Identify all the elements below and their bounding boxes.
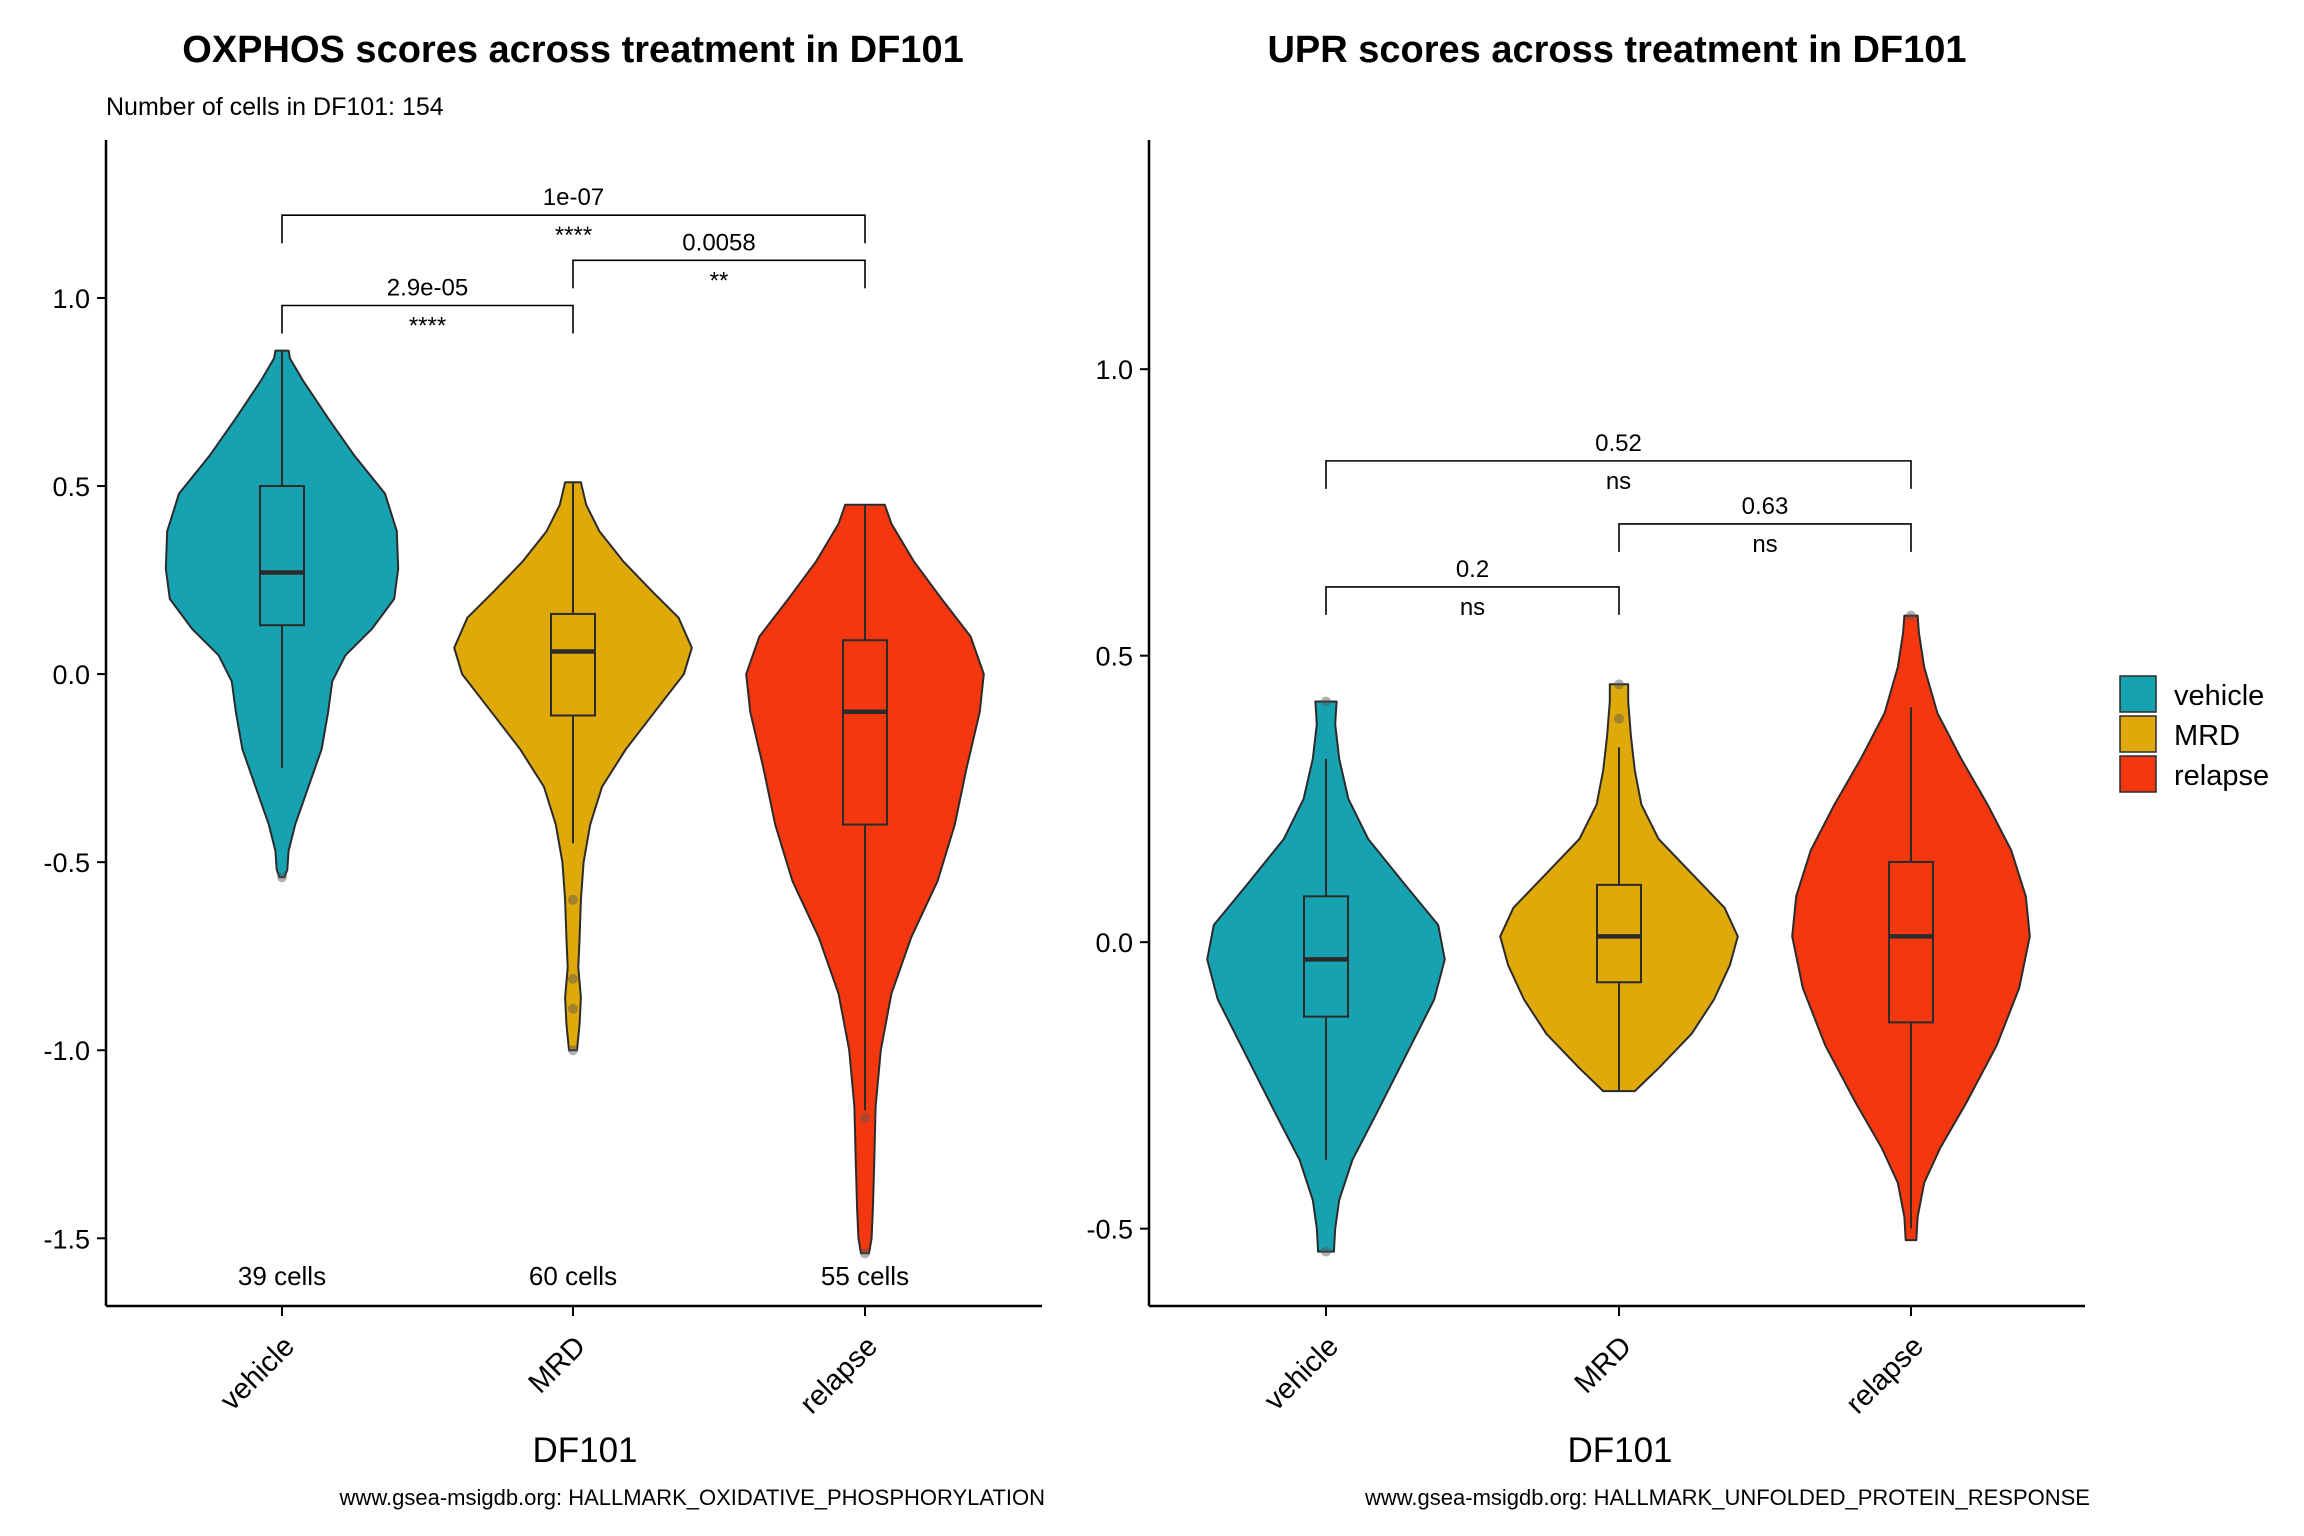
upr-box-vehicle bbox=[1303, 895, 1349, 1018]
upr-outlier-vehicle bbox=[1321, 1246, 1331, 1257]
legend-key-mrd bbox=[2119, 715, 2157, 753]
upr-bracket-2 bbox=[1325, 460, 1912, 489]
upr-violin-vehicle bbox=[1206, 700, 1446, 1253]
oxphos-y-tick-label: -0.5 bbox=[43, 848, 90, 878]
oxphos-y-tick-label: 0.0 bbox=[52, 660, 90, 690]
upr-significance-0: ns bbox=[1460, 594, 1485, 621]
upr-violin-mrd bbox=[1499, 683, 1739, 1093]
oxphos-outlier-mrd bbox=[568, 1003, 578, 1014]
oxphos-title: OXPHOS scores across treatment in DF101 bbox=[182, 29, 963, 71]
upr-title: UPR scores across treatment in DF101 bbox=[1267, 29, 1966, 71]
upr-panel: UPR scores across treatment in DF101 DF1… bbox=[1086, 29, 2090, 1510]
upr-bracket-1 bbox=[1618, 523, 1912, 552]
oxphos-significance-1: ** bbox=[710, 267, 729, 294]
upr-caption: www.gsea-msigdb.org: HALLMARK_UNFOLDED_P… bbox=[1364, 1485, 2090, 1510]
legend-label-mrd: MRD bbox=[2174, 720, 2240, 752]
oxphos-box-vehicle bbox=[259, 485, 305, 627]
oxphos-p-value-2: 1e-07 bbox=[543, 184, 604, 211]
oxphos-count-label-vehicle: 39 cells bbox=[238, 1261, 326, 1291]
oxphos-p-value-0: 2.9e-05 bbox=[387, 274, 468, 301]
legend: vehicle MRD relapse bbox=[2119, 675, 2269, 793]
oxphos-bracket-2 bbox=[281, 214, 866, 244]
legend-key-vehicle bbox=[2119, 675, 2157, 713]
upr-y-tick-label: -0.5 bbox=[1086, 1215, 1133, 1245]
upr-y-tick-label: 0.0 bbox=[1095, 928, 1133, 958]
oxphos-x-tick-label-relapse: relapse bbox=[794, 1330, 884, 1420]
upr-outlier-vehicle bbox=[1321, 696, 1331, 707]
oxphos-count-label-mrd: 60 cells bbox=[529, 1261, 617, 1291]
upr-outlier-mrd bbox=[1614, 679, 1624, 690]
upr-p-value-2: 0.52 bbox=[1595, 430, 1642, 457]
oxphos-x-axis-title: DF101 bbox=[532, 1431, 637, 1470]
upr-y-tick-label: 0.5 bbox=[1095, 642, 1133, 672]
oxphos-p-value-1: 0.0058 bbox=[682, 229, 755, 256]
oxphos-y-tick-label: -1.5 bbox=[43, 1224, 90, 1254]
oxphos-count-label-relapse: 55 cells bbox=[821, 1261, 909, 1291]
legend-label-vehicle: vehicle bbox=[2174, 680, 2264, 712]
oxphos-outlier-mrd bbox=[568, 894, 578, 905]
oxphos-panel: OXPHOS scores across treatment in DF101 … bbox=[43, 29, 1045, 1510]
upr-box-mrd bbox=[1596, 883, 1642, 984]
oxphos-bracket-0 bbox=[281, 304, 574, 334]
upr-x-tick-label-relapse: relapse bbox=[1840, 1330, 1930, 1420]
oxphos-box-relapse bbox=[842, 639, 888, 826]
oxphos-y-tick-label: -1.0 bbox=[43, 1036, 90, 1066]
upr-outlier-relapse bbox=[1906, 610, 1916, 621]
oxphos-y-tick-label: 1.0 bbox=[52, 284, 90, 314]
upr-y-tick-label: 1.0 bbox=[1095, 355, 1133, 385]
oxphos-x-tick-label-vehicle: vehicle bbox=[214, 1330, 300, 1416]
upr-p-value-1: 0.63 bbox=[1742, 493, 1789, 520]
oxphos-significance-0: **** bbox=[409, 312, 446, 339]
oxphos-box-mrd bbox=[550, 612, 596, 717]
upr-bracket-0 bbox=[1325, 586, 1620, 615]
oxphos-y-tick-label: 0.5 bbox=[52, 472, 90, 502]
oxphos-significance-2: **** bbox=[555, 222, 592, 249]
upr-x-tick-label-vehicle: vehicle bbox=[1258, 1330, 1344, 1416]
oxphos-outlier-relapse bbox=[860, 1248, 870, 1259]
oxphos-outlier-relapse bbox=[860, 1112, 870, 1123]
oxphos-outlier-mrd bbox=[568, 1045, 578, 1056]
oxphos-outlier-vehicle bbox=[277, 872, 287, 883]
upr-p-value-0: 0.2 bbox=[1456, 556, 1489, 583]
oxphos-outlier-mrd bbox=[568, 973, 578, 984]
upr-box-relapse bbox=[1888, 860, 1934, 1024]
upr-significance-1: ns bbox=[1752, 531, 1777, 558]
legend-label-relapse: relapse bbox=[2174, 760, 2269, 792]
oxphos-subtitle: Number of cells in DF101: 154 bbox=[106, 93, 444, 121]
legend-key-relapse bbox=[2119, 755, 2157, 793]
upr-significance-2: ns bbox=[1606, 468, 1631, 495]
upr-outlier-mrd bbox=[1614, 713, 1624, 724]
oxphos-violin-vehicle bbox=[164, 349, 400, 879]
oxphos-caption: www.gsea-msigdb.org: HALLMARK_OXIDATIVE_… bbox=[339, 1485, 1045, 1510]
oxphos-x-tick-label-mrd: MRD bbox=[523, 1330, 592, 1399]
oxphos-bracket-1 bbox=[572, 259, 866, 289]
upr-x-axis-title: DF101 bbox=[1567, 1431, 1672, 1470]
upr-violin-relapse bbox=[1791, 614, 2031, 1242]
upr-x-tick-label-mrd: MRD bbox=[1569, 1330, 1638, 1399]
